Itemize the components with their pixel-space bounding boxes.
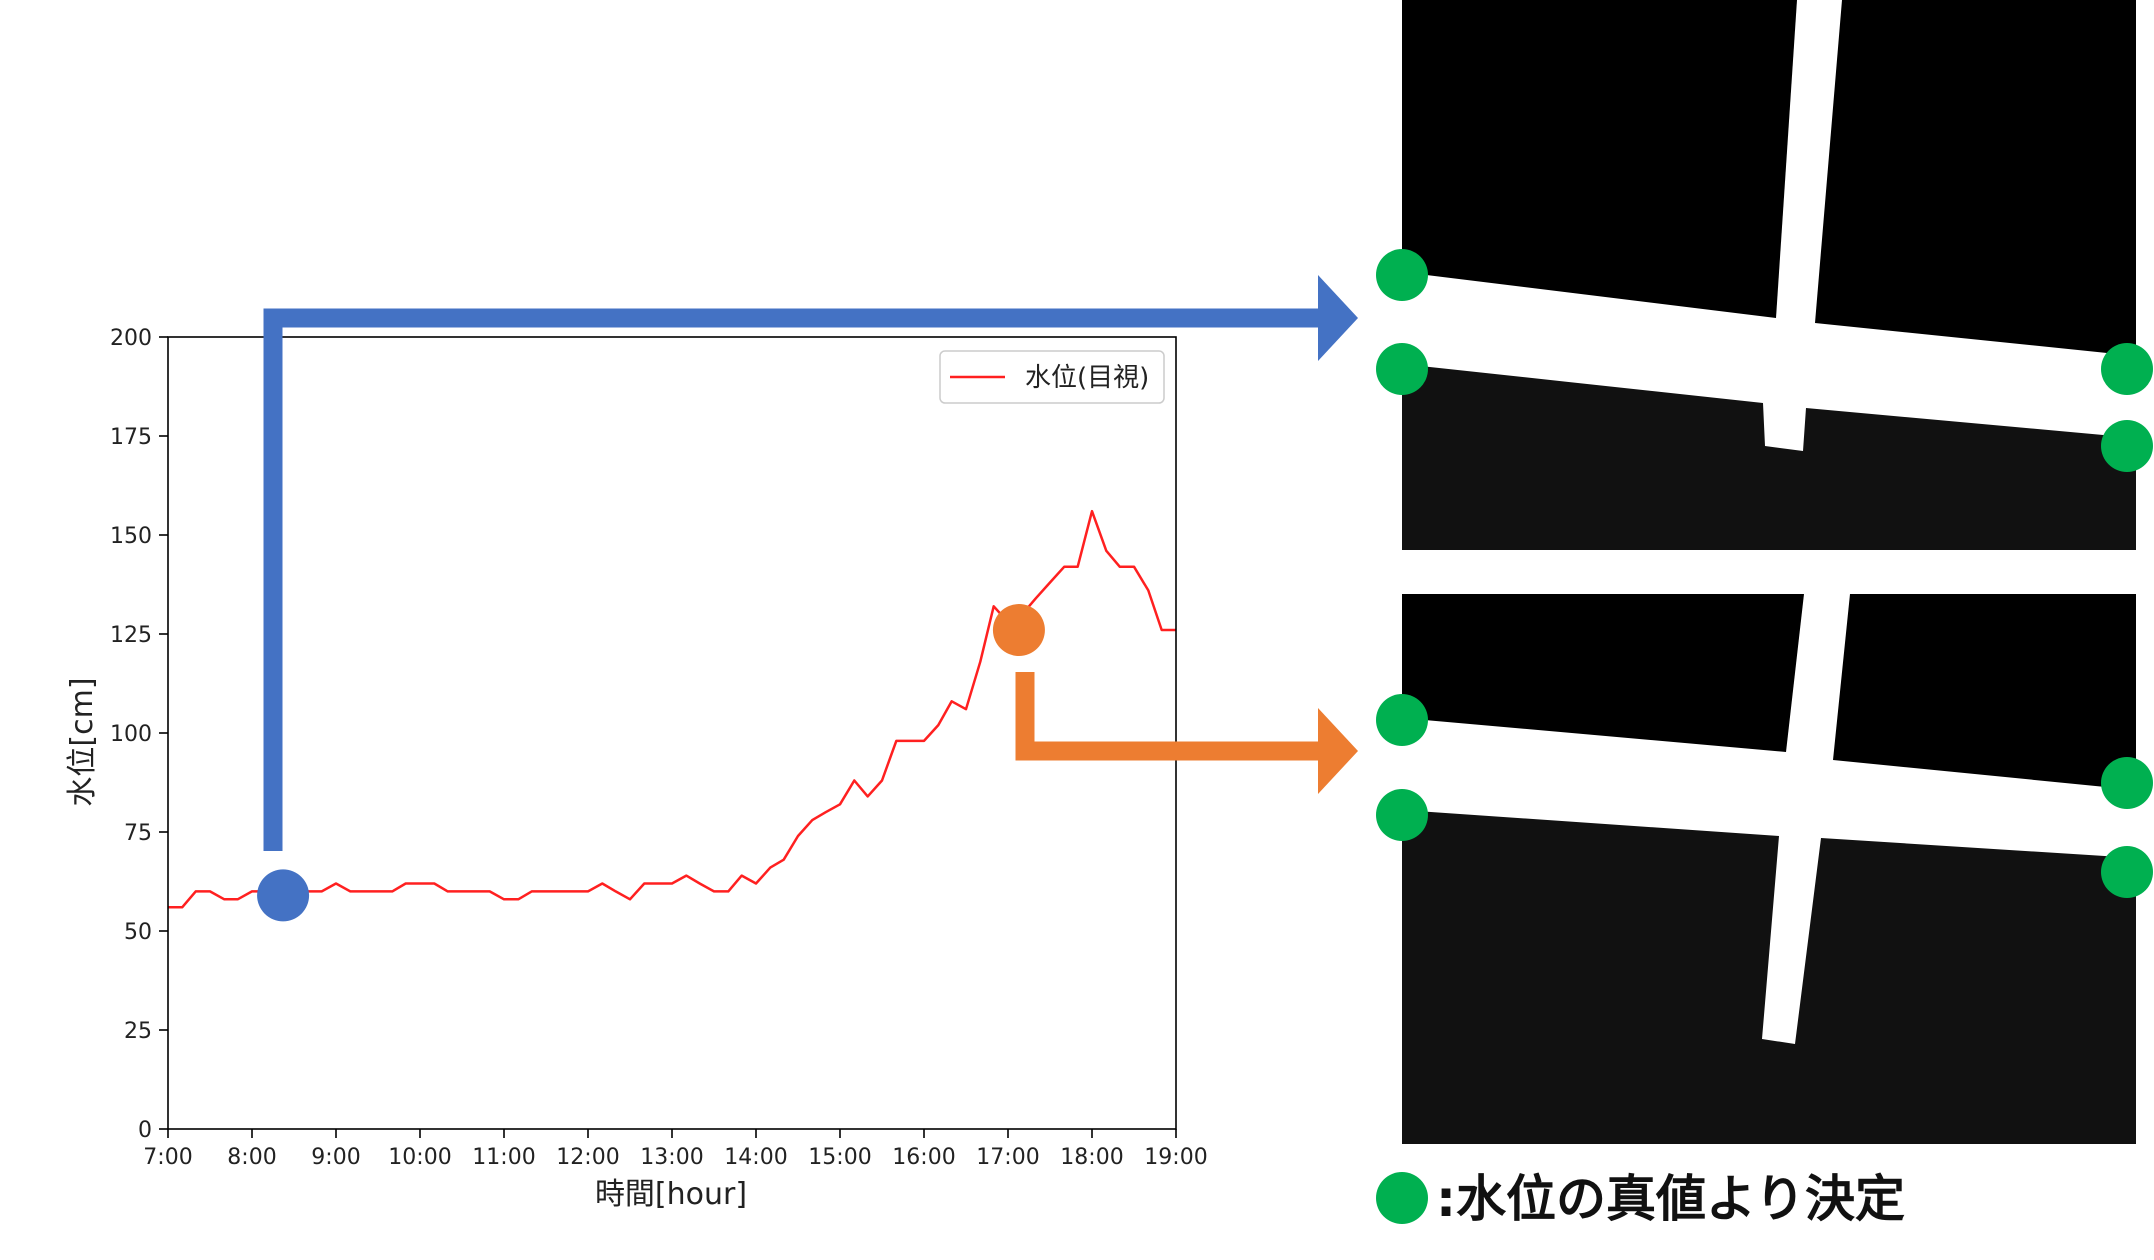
plot-frame xyxy=(167,336,1177,1130)
x-tick-label: 16:00 xyxy=(892,1145,955,1170)
orange-point-marker xyxy=(992,604,1045,657)
x-tick-label: 13:00 xyxy=(640,1145,703,1170)
x-tick-label: 15:00 xyxy=(808,1145,871,1170)
true-value-markers xyxy=(1376,249,2153,898)
panel-bottom-block-upper-left xyxy=(1402,594,1804,752)
panel-bottom-block-lower xyxy=(1402,810,2136,1144)
y-axis-ticks: 0 25 50 75 100 125 150 175 200 xyxy=(110,326,168,1143)
legend-box xyxy=(939,350,1165,404)
y-axis-title: 水位[cm] xyxy=(65,677,100,806)
x-tick-label: 9:00 xyxy=(311,1145,360,1170)
y-tick-label: 0 xyxy=(138,1118,152,1143)
orange-arrow-head xyxy=(1318,708,1358,794)
legend-label: 水位(目視) xyxy=(1025,363,1149,393)
x-axis-ticks: 7:00 8:00 9:00 10:00 11:00 12:00 13:00 14:00 15:… xyxy=(143,1129,1208,1170)
y-tick-label: 150 xyxy=(110,524,152,549)
blue-arrow-head xyxy=(1318,275,1358,361)
orange-arrow-shaft xyxy=(1015,672,1323,761)
panel-top-block-lower xyxy=(1402,364,2136,550)
x-tick-label: 10:00 xyxy=(388,1145,451,1170)
x-tick-label: 12:00 xyxy=(556,1145,619,1170)
green-marker xyxy=(1376,343,1428,395)
y-tick-label: 25 xyxy=(124,1019,152,1044)
y-tick-label: 200 xyxy=(110,326,152,351)
legend: 水位(目視) xyxy=(939,350,1165,404)
water-level-chart: 0 25 50 75 100 125 150 175 200 7:00 8:00 9:00 10:00… xyxy=(65,326,1208,1212)
y-tick-label: 175 xyxy=(110,425,152,450)
blue-arrow-shaft xyxy=(263,308,1323,851)
y-tick-label: 75 xyxy=(124,821,152,846)
y-tick-label: 100 xyxy=(110,722,152,747)
y-tick-label: 50 xyxy=(124,920,152,945)
caption: :水位の真値より決定 xyxy=(1376,1170,1905,1228)
green-marker xyxy=(2101,420,2153,472)
x-tick-label: 17:00 xyxy=(976,1145,1039,1170)
x-tick-label: 19:00 xyxy=(1144,1145,1207,1170)
x-tick-label: 18:00 xyxy=(1060,1145,1123,1170)
green-marker xyxy=(2101,343,2153,395)
green-marker xyxy=(1376,694,1428,746)
x-tick-label: 7:00 xyxy=(143,1145,192,1170)
panel-top-block-upper-right xyxy=(1815,0,2136,356)
y-tick-label: 125 xyxy=(110,623,152,648)
caption-text: :水位の真値より決定 xyxy=(1436,1170,1905,1228)
x-tick-label: 8:00 xyxy=(227,1145,276,1170)
green-marker xyxy=(1376,249,1428,301)
x-tick-label: 11:00 xyxy=(472,1145,535,1170)
green-marker xyxy=(2101,846,2153,898)
caption-green-dot-icon xyxy=(1376,1172,1428,1224)
connector-arrows xyxy=(263,275,1358,851)
gauge-image-bottom xyxy=(1402,594,2136,1144)
x-axis-title: 時間[hour] xyxy=(595,1177,747,1212)
panel-bottom-block-upper-right xyxy=(1833,594,2136,790)
gauge-image-top xyxy=(1402,0,2136,550)
panel-top-block-upper-left xyxy=(1402,0,1797,318)
blue-point-marker xyxy=(257,869,310,922)
x-tick-label: 14:00 xyxy=(724,1145,787,1170)
green-marker xyxy=(1376,789,1428,841)
green-marker xyxy=(2101,757,2153,809)
